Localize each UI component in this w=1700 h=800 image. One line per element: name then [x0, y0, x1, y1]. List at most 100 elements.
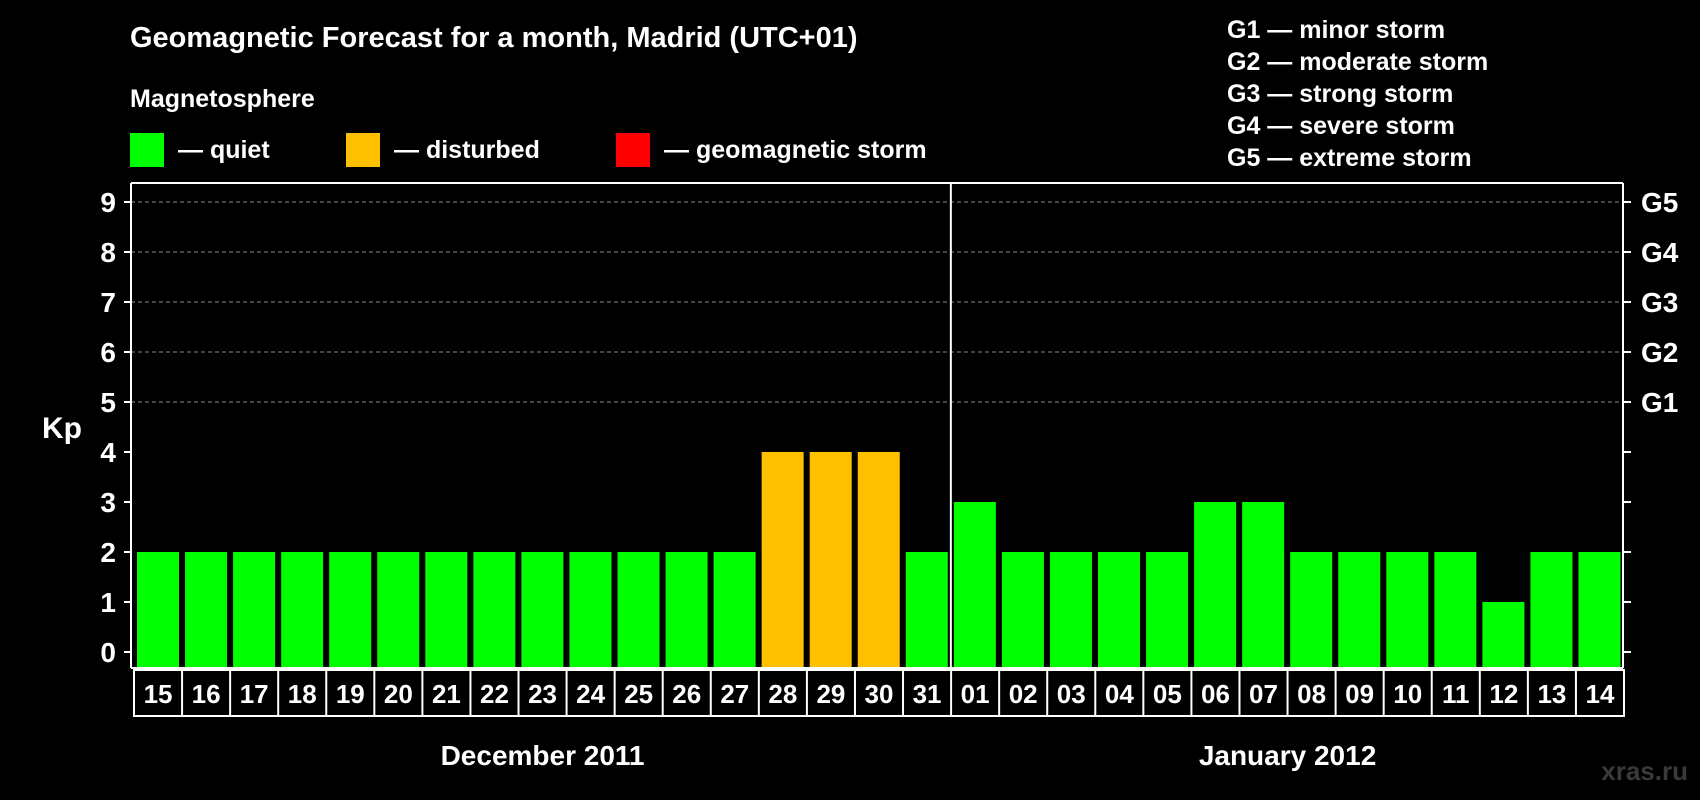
x-tick-label: 21: [432, 679, 461, 709]
right-axis-label-g3: G3: [1641, 287, 1678, 318]
right-axis-label-g4: G4: [1641, 237, 1679, 268]
bar-27: [713, 552, 756, 668]
x-tick-label: 17: [240, 679, 269, 709]
x-tick-label: 29: [816, 679, 845, 709]
bar-17: [233, 552, 276, 668]
bar-03: [1049, 552, 1092, 668]
month-label-1: December 2011: [441, 740, 645, 771]
y-tick-label: 1: [100, 587, 116, 618]
bar-21: [425, 552, 468, 668]
x-tick-label: 12: [1489, 679, 1518, 709]
x-tick-label: 20: [384, 679, 413, 709]
bar-29: [809, 452, 852, 668]
x-tick-label: 18: [288, 679, 317, 709]
bar-19: [329, 552, 372, 668]
storm-level-g1: G1 — minor storm: [1227, 16, 1446, 44]
x-tick-label: 04: [1105, 679, 1134, 709]
y-tick-label: 3: [100, 487, 116, 518]
storm-level-legend: G1 — minor storm G2 — moderate storm G3 …: [1227, 14, 1488, 174]
bar-18: [281, 552, 324, 668]
y-tick-label: 4: [100, 437, 116, 468]
x-tick-label: 05: [1153, 679, 1182, 709]
legend-label-storm: — geomagnetic storm: [664, 135, 927, 164]
storm-level-g2: G2 — moderate storm: [1227, 48, 1489, 76]
legend-item-storm: — geomagnetic storm: [616, 133, 927, 167]
bar-16: [185, 552, 228, 668]
legend-item-disturbed: — disturbed: [346, 133, 540, 167]
x-tick-label: 08: [1297, 679, 1326, 709]
bar-13: [1530, 552, 1573, 668]
bar-28: [761, 452, 804, 668]
legend-item-quiet: — quiet: [130, 133, 270, 167]
x-tick-label: 16: [192, 679, 221, 709]
right-axis-label-g5: G5: [1641, 187, 1678, 218]
bar-14: [1578, 552, 1621, 668]
right-axis-label-g1: G1: [1641, 387, 1678, 418]
x-tick-label: 10: [1393, 679, 1422, 709]
x-tick-label: 27: [720, 679, 749, 709]
legend-swatch-disturbed: [346, 133, 380, 167]
bar-26: [665, 552, 708, 668]
x-tick-label: 19: [336, 679, 365, 709]
storm-level-g3: G3 — strong storm: [1227, 80, 1454, 108]
y-tick-label: 2: [100, 537, 116, 568]
bar-12: [1482, 602, 1525, 668]
x-tick-label: 03: [1057, 679, 1086, 709]
bar-04: [1098, 552, 1140, 668]
bar-07: [1242, 502, 1285, 668]
storm-level-g4: G4 — severe storm: [1227, 112, 1455, 140]
x-tick-label: 23: [528, 679, 557, 709]
x-tick-label: 25: [624, 679, 653, 709]
x-tick-label: 09: [1345, 679, 1374, 709]
x-tick-label: 13: [1537, 679, 1566, 709]
x-tick-label: 07: [1249, 679, 1278, 709]
bar-15: [137, 552, 179, 668]
y-tick-label: 8: [100, 237, 116, 268]
watermark: xras.ru: [1601, 756, 1688, 786]
y-axis-title: Kp: [42, 412, 82, 445]
x-tick-label: 15: [144, 679, 173, 709]
x-tick-label: 31: [913, 679, 942, 709]
bar-10: [1386, 552, 1429, 668]
x-tick-label: 06: [1201, 679, 1230, 709]
x-tick-label: 02: [1009, 679, 1038, 709]
bar-31: [905, 552, 948, 668]
bar-09: [1338, 552, 1381, 668]
bar-01: [953, 502, 996, 668]
bar-24: [569, 552, 612, 668]
bar-30: [857, 452, 900, 668]
legend-swatch-storm: [616, 133, 650, 167]
y-tick-label: 6: [100, 337, 116, 368]
x-tick-label: 26: [672, 679, 701, 709]
bar-06: [1194, 502, 1237, 668]
bar-05: [1146, 552, 1189, 668]
x-tick-label: 14: [1586, 679, 1615, 709]
legend-label-quiet: — quiet: [178, 135, 270, 164]
bar-22: [473, 552, 516, 668]
bar-08: [1290, 552, 1333, 668]
y-tick-label: 9: [100, 187, 116, 218]
x-tick-label: 11: [1442, 679, 1470, 709]
bar-25: [617, 552, 660, 668]
right-axis-label-g2: G2: [1641, 337, 1678, 368]
legend-heading: Magnetosphere: [130, 85, 315, 113]
bar-23: [521, 552, 564, 668]
month-label-2: January 2012: [1199, 740, 1376, 771]
x-tick-label: 24: [576, 679, 605, 709]
storm-level-g5: G5 — extreme storm: [1227, 144, 1472, 172]
y-tick-label: 5: [100, 387, 116, 418]
bar-02: [1001, 552, 1044, 668]
chart-title: Geomagnetic Forecast for a month, Madrid…: [130, 22, 858, 54]
day-label-row: [133, 669, 1625, 717]
legend-label-disturbed: — disturbed: [394, 135, 540, 164]
bar-20: [377, 552, 420, 668]
y-tick-label: 0: [100, 637, 116, 668]
legend-swatch-quiet: [130, 133, 164, 167]
x-tick-label: 22: [480, 679, 509, 709]
y-tick-label: 7: [100, 287, 116, 318]
x-tick-label: 01: [961, 679, 990, 709]
bar-11: [1434, 552, 1477, 668]
x-tick-label: 30: [865, 679, 894, 709]
x-tick-label: 28: [768, 679, 797, 709]
